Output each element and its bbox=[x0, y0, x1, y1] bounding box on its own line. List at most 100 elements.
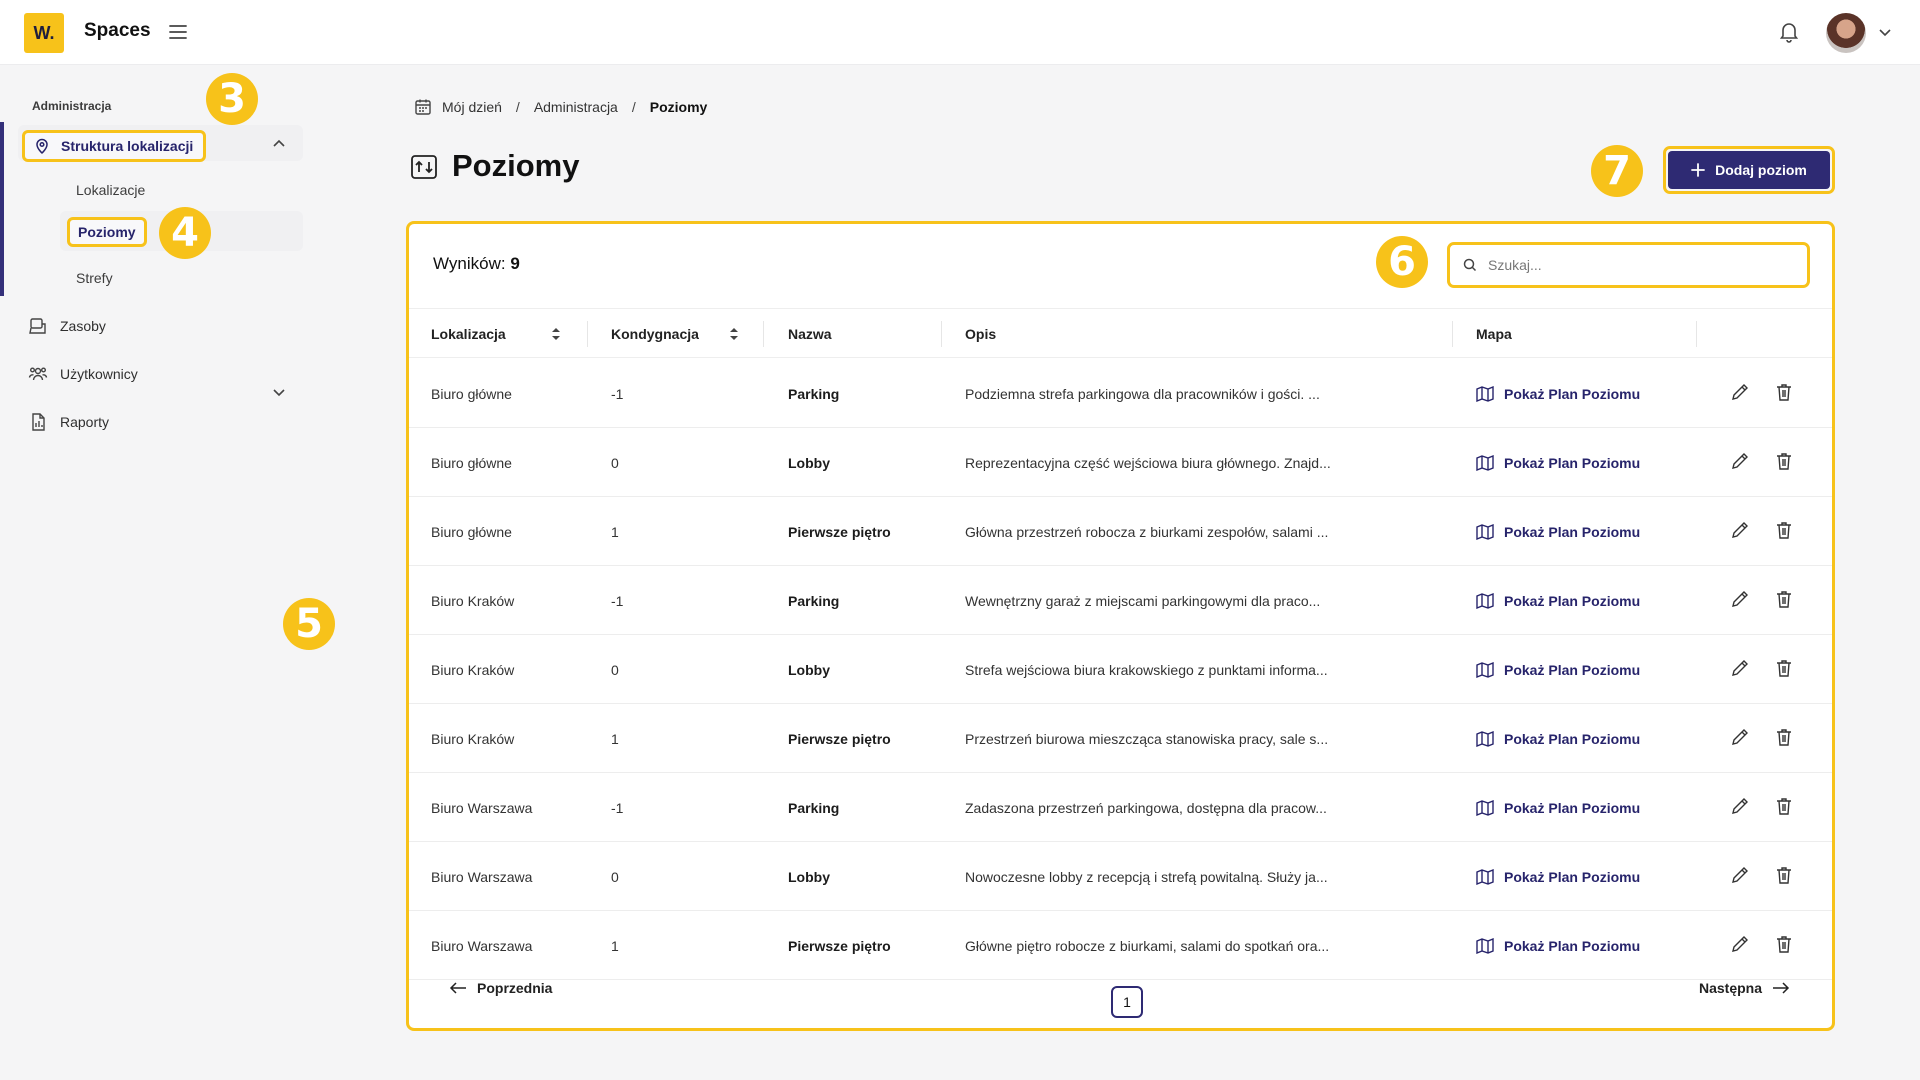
chevron-down-icon[interactable] bbox=[1878, 27, 1892, 37]
edit-icon[interactable] bbox=[1729, 588, 1751, 610]
show-map-link[interactable]: Pokaż Plan Poziomu bbox=[1476, 428, 1640, 497]
cell-opis: Reprezentacyjna część wejściowa biura gł… bbox=[965, 454, 1331, 471]
cell-kondygnacja: -1 bbox=[611, 592, 624, 609]
cell-nazwa: Lobby bbox=[788, 661, 830, 678]
column-header-mapa: Mapa bbox=[1476, 326, 1512, 342]
cell-lokalizacja: Biuro główne bbox=[431, 523, 512, 540]
cell-lokalizacja: Biuro Kraków bbox=[431, 592, 515, 609]
add-level-button[interactable]: Dodaj poziom bbox=[1668, 151, 1830, 189]
map-icon bbox=[1476, 868, 1494, 885]
table-row: Biuro Kraków -1 Parking Wewnętrzny garaż… bbox=[409, 566, 1832, 635]
trash-icon[interactable] bbox=[1773, 450, 1795, 472]
column-header-kondygnacja[interactable]: Kondygnacja bbox=[611, 309, 739, 359]
trash-icon[interactable] bbox=[1773, 795, 1795, 817]
edit-icon[interactable] bbox=[1729, 795, 1751, 817]
show-map-label: Pokaż Plan Poziomu bbox=[1504, 799, 1641, 816]
map-icon bbox=[1476, 592, 1494, 609]
levels-table-card: Wyników: 9 6 Lokalizacja Kondygnacja Naz… bbox=[406, 221, 1835, 1031]
sidebar-subitem-strefy[interactable]: Strefy bbox=[76, 270, 113, 286]
map-icon bbox=[1476, 523, 1494, 540]
edit-icon[interactable] bbox=[1729, 450, 1751, 472]
breadcrumb-item-moj-dzien[interactable]: Mój dzień bbox=[442, 99, 502, 115]
cell-lokalizacja: Biuro główne bbox=[431, 385, 512, 402]
column-header-lokalizacja[interactable]: Lokalizacja bbox=[431, 309, 561, 359]
edit-icon[interactable] bbox=[1729, 381, 1751, 403]
trash-icon[interactable] bbox=[1773, 933, 1795, 955]
sidebar-item-struktura-lokalizacji[interactable]: Struktura lokalizacji bbox=[22, 130, 206, 162]
sidebar-subitem-lokalizacje[interactable]: Lokalizacje bbox=[76, 182, 146, 198]
cell-opis: Strefa wejściowa biura krakowskiego z pu… bbox=[965, 661, 1328, 678]
show-map-link[interactable]: Pokaż Plan Poziomu bbox=[1476, 566, 1640, 635]
previous-page-button[interactable]: Poprzednia bbox=[449, 980, 552, 996]
show-map-link[interactable]: Pokaż Plan Poziomu bbox=[1476, 911, 1640, 980]
sidebar-section-label: Administracja bbox=[32, 99, 112, 113]
add-level-label: Dodaj poziom bbox=[1715, 162, 1807, 178]
edit-icon[interactable] bbox=[1729, 864, 1751, 886]
edit-icon[interactable] bbox=[1729, 933, 1751, 955]
show-map-link[interactable]: Pokaż Plan Poziomu bbox=[1476, 704, 1640, 773]
sidebar-item-uzytkownicy[interactable]: Użytkownicy bbox=[28, 364, 138, 384]
results-number: 9 bbox=[510, 254, 520, 273]
sidebar-item-zasoby[interactable]: Zasoby bbox=[28, 316, 106, 336]
breadcrumb-separator: / bbox=[515, 99, 520, 115]
column-divider bbox=[587, 321, 588, 347]
column-header-opis: Opis bbox=[965, 326, 997, 342]
cell-kondygnacja: 1 bbox=[611, 523, 619, 540]
show-map-label: Pokaż Plan Poziomu bbox=[1504, 592, 1641, 609]
cell-nazwa: Parking bbox=[788, 385, 840, 402]
show-map-link[interactable]: Pokaż Plan Poziomu bbox=[1476, 635, 1640, 704]
show-map-link[interactable]: Pokaż Plan Poziomu bbox=[1476, 497, 1640, 566]
sidebar: Administracja Struktura lokalizacji 3 Lo… bbox=[0, 66, 321, 1080]
table-row: Biuro Kraków 1 Pierwsze piętro Przestrze… bbox=[409, 704, 1832, 773]
edit-icon[interactable] bbox=[1729, 726, 1751, 748]
map-icon bbox=[1476, 799, 1494, 816]
cell-lokalizacja: Biuro Warszawa bbox=[431, 937, 533, 954]
sidebar-item-label: Zasoby bbox=[60, 318, 106, 334]
cell-opis: Nowoczesne lobby z recepcją i strefą pow… bbox=[965, 868, 1328, 885]
show-map-link[interactable]: Pokaż Plan Poziomu bbox=[1476, 773, 1640, 842]
edit-icon[interactable] bbox=[1729, 519, 1751, 541]
trash-icon[interactable] bbox=[1773, 726, 1795, 748]
show-map-link[interactable]: Pokaż Plan Poziomu bbox=[1476, 842, 1640, 911]
cell-kondygnacja: 1 bbox=[611, 730, 619, 747]
trash-icon[interactable] bbox=[1773, 864, 1795, 886]
app-logo[interactable]: W. bbox=[24, 13, 64, 53]
trash-icon[interactable] bbox=[1773, 381, 1795, 403]
show-map-label: Pokaż Plan Poziomu bbox=[1504, 730, 1641, 747]
sort-icon[interactable] bbox=[729, 327, 739, 341]
map-icon bbox=[1476, 385, 1494, 402]
cell-kondygnacja: 0 bbox=[611, 454, 619, 471]
breadcrumb-item-administracja[interactable]: Administracja bbox=[533, 99, 618, 115]
next-page-label: Następna bbox=[1699, 980, 1763, 996]
table-row: Biuro Warszawa 1 Pierwsze piętro Główne … bbox=[409, 911, 1832, 980]
cell-opis: Podziemna strefa parkingowa dla pracowni… bbox=[965, 385, 1320, 402]
search-input[interactable] bbox=[1488, 257, 1788, 273]
show-map-label: Pokaż Plan Poziomu bbox=[1504, 523, 1641, 540]
column-header-nazwa: Nazwa bbox=[788, 326, 832, 342]
chevron-down-icon[interactable] bbox=[271, 387, 287, 399]
bell-icon[interactable] bbox=[1777, 19, 1801, 43]
annotation-badge-5: 5 bbox=[283, 598, 335, 650]
user-avatar[interactable] bbox=[1826, 13, 1866, 53]
hamburger-menu-icon[interactable] bbox=[168, 22, 188, 42]
add-button-highlight: Dodaj poziom bbox=[1663, 146, 1835, 194]
show-map-link[interactable]: Pokaż Plan Poziomu bbox=[1476, 359, 1640, 428]
next-page-button[interactable]: Następna bbox=[1699, 980, 1790, 996]
table-row: Biuro Warszawa -1 Parking Zadaszona prze… bbox=[409, 773, 1832, 842]
trash-icon[interactable] bbox=[1773, 657, 1795, 679]
sidebar-item-raporty[interactable]: Raporty bbox=[28, 412, 109, 432]
sidebar-item-label: Raporty bbox=[60, 414, 110, 430]
table-row: Biuro główne 0 Lobby Reprezentacyjna czę… bbox=[409, 428, 1832, 497]
show-map-label: Pokaż Plan Poziomu bbox=[1504, 661, 1641, 678]
page-number-button[interactable]: 1 bbox=[1111, 986, 1143, 1018]
trash-icon[interactable] bbox=[1773, 588, 1795, 610]
sidebar-subitem-poziomy[interactable]: Poziomy bbox=[67, 217, 147, 247]
chevron-up-icon[interactable] bbox=[271, 137, 287, 149]
annotation-badge-4: 4 bbox=[159, 207, 211, 259]
arrow-left-icon bbox=[449, 982, 466, 994]
sort-icon[interactable] bbox=[551, 327, 561, 341]
trash-icon[interactable] bbox=[1773, 519, 1795, 541]
edit-icon[interactable] bbox=[1729, 657, 1751, 679]
top-bar: W. Spaces bbox=[0, 0, 1920, 65]
column-label: Kondygnacja bbox=[611, 326, 699, 342]
